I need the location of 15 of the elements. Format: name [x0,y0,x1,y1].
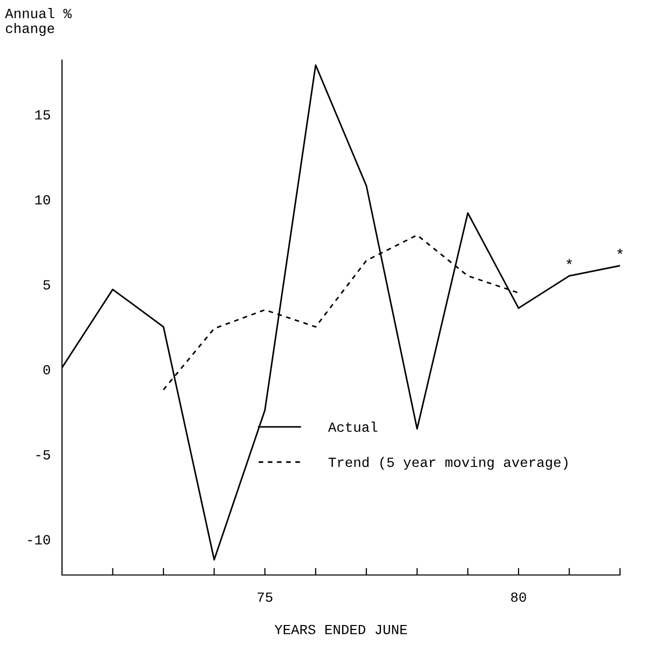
y-tick-label: 15 [35,110,50,120]
x-tick-label: 75 [258,592,272,602]
annotation: * [617,248,623,254]
legend-label: Trend (5 year moving average) [328,456,568,470]
legend-label: Actual [328,422,378,432]
x-axis-title: YEARS ENDED JUNE [274,624,407,634]
y-tick-label: -10 [28,535,50,544]
y-tick-label: 5 [43,280,50,290]
y-tick-label: -5 [36,450,50,460]
line-series [162,234,520,390]
y-tick-label: 10 [35,195,50,205]
x-tick-label: 80 [511,592,526,602]
y-axis-title: Annual % change [5,8,72,36]
y-tick-label: 0 [43,365,50,375]
annotation: * [566,258,572,264]
